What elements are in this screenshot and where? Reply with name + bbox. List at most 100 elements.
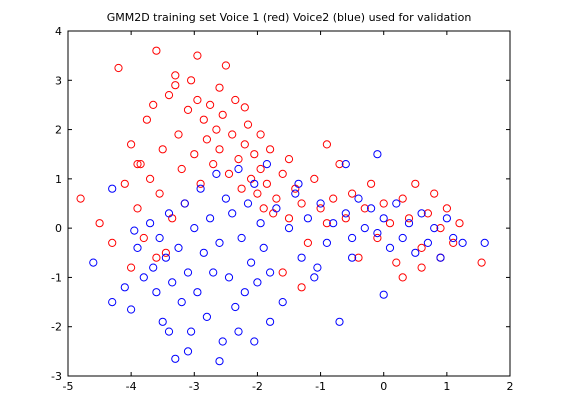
data-point bbox=[177, 298, 186, 307]
x-tick-label: 1 bbox=[443, 380, 450, 393]
data-point bbox=[266, 145, 275, 154]
data-point bbox=[187, 327, 196, 336]
data-point bbox=[206, 214, 215, 223]
data-point bbox=[243, 120, 253, 129]
series-1 bbox=[89, 150, 489, 366]
data-point bbox=[209, 160, 218, 169]
data-point bbox=[341, 209, 350, 218]
data-point bbox=[354, 253, 363, 262]
data-point bbox=[171, 71, 180, 80]
data-point bbox=[284, 155, 294, 164]
data-point bbox=[237, 184, 246, 193]
series-layer bbox=[76, 46, 489, 366]
data-point bbox=[193, 288, 202, 297]
data-point bbox=[322, 140, 331, 149]
data-point bbox=[262, 179, 271, 188]
data-point bbox=[174, 243, 183, 252]
data-point bbox=[212, 169, 221, 178]
data-point bbox=[114, 63, 123, 73]
data-point bbox=[120, 283, 129, 292]
data-point bbox=[215, 145, 224, 154]
data-point bbox=[209, 268, 218, 277]
data-point bbox=[392, 199, 401, 208]
data-point bbox=[158, 145, 167, 154]
data-point bbox=[199, 115, 208, 124]
data-point bbox=[322, 238, 331, 247]
data-point bbox=[202, 312, 211, 321]
data-point bbox=[417, 263, 426, 272]
data-point bbox=[240, 288, 249, 297]
data-point bbox=[164, 327, 174, 336]
data-point bbox=[348, 253, 357, 262]
data-point bbox=[108, 238, 117, 247]
data-point bbox=[297, 253, 306, 262]
data-point bbox=[149, 100, 158, 110]
data-point bbox=[272, 194, 281, 203]
data-point bbox=[142, 115, 151, 124]
axes-box bbox=[67, 30, 511, 377]
data-point bbox=[224, 169, 234, 178]
data-point bbox=[316, 204, 325, 213]
data-point bbox=[133, 204, 142, 213]
data-point bbox=[247, 258, 256, 267]
y-tick-label: 3 bbox=[55, 74, 62, 87]
data-point bbox=[430, 224, 439, 233]
data-point bbox=[228, 130, 237, 139]
data-point bbox=[373, 233, 382, 243]
y-tick-label: -2 bbox=[51, 321, 62, 334]
data-point bbox=[149, 263, 158, 272]
data-point bbox=[187, 76, 196, 85]
data-point bbox=[423, 209, 432, 218]
data-point bbox=[262, 160, 271, 169]
data-point bbox=[221, 61, 230, 70]
series-0 bbox=[76, 46, 486, 292]
data-point bbox=[224, 273, 234, 282]
data-point bbox=[278, 298, 287, 307]
data-point bbox=[190, 224, 199, 233]
data-point bbox=[449, 233, 458, 243]
data-point bbox=[253, 189, 262, 198]
data-point bbox=[133, 160, 142, 169]
data-point bbox=[152, 288, 161, 297]
data-point bbox=[442, 204, 451, 213]
data-point bbox=[367, 179, 376, 188]
data-point bbox=[297, 283, 306, 292]
data-point bbox=[455, 219, 464, 228]
data-point bbox=[385, 219, 395, 228]
data-point bbox=[95, 219, 104, 228]
data-point bbox=[240, 103, 249, 112]
data-point bbox=[193, 95, 202, 105]
data-point bbox=[313, 263, 322, 272]
data-point bbox=[442, 214, 451, 223]
data-point bbox=[256, 130, 265, 139]
chart-title: GMM2D training set Voice 1 (red) Voice2 … bbox=[107, 11, 472, 24]
data-point bbox=[161, 253, 170, 262]
data-point bbox=[231, 302, 240, 312]
data-point bbox=[180, 199, 189, 208]
data-point bbox=[231, 95, 240, 105]
data-point bbox=[127, 263, 136, 272]
data-point bbox=[158, 317, 167, 326]
x-tick-label: 0 bbox=[380, 380, 387, 393]
data-point bbox=[234, 164, 243, 174]
data-point bbox=[392, 258, 401, 267]
data-point bbox=[146, 174, 155, 183]
data-point bbox=[294, 179, 303, 188]
x-tick-label: 2 bbox=[507, 380, 514, 393]
data-point bbox=[196, 179, 205, 188]
data-point bbox=[155, 189, 164, 198]
data-point bbox=[354, 194, 363, 203]
data-point bbox=[221, 194, 230, 203]
data-point bbox=[329, 219, 338, 228]
data-point bbox=[164, 91, 174, 100]
data-point bbox=[256, 164, 265, 174]
data-point bbox=[303, 214, 312, 223]
data-point bbox=[411, 248, 420, 257]
data-point bbox=[278, 169, 287, 178]
data-point bbox=[177, 164, 186, 174]
data-point bbox=[171, 354, 180, 363]
data-point bbox=[237, 233, 246, 243]
data-point bbox=[404, 214, 414, 223]
data-point bbox=[127, 140, 136, 149]
